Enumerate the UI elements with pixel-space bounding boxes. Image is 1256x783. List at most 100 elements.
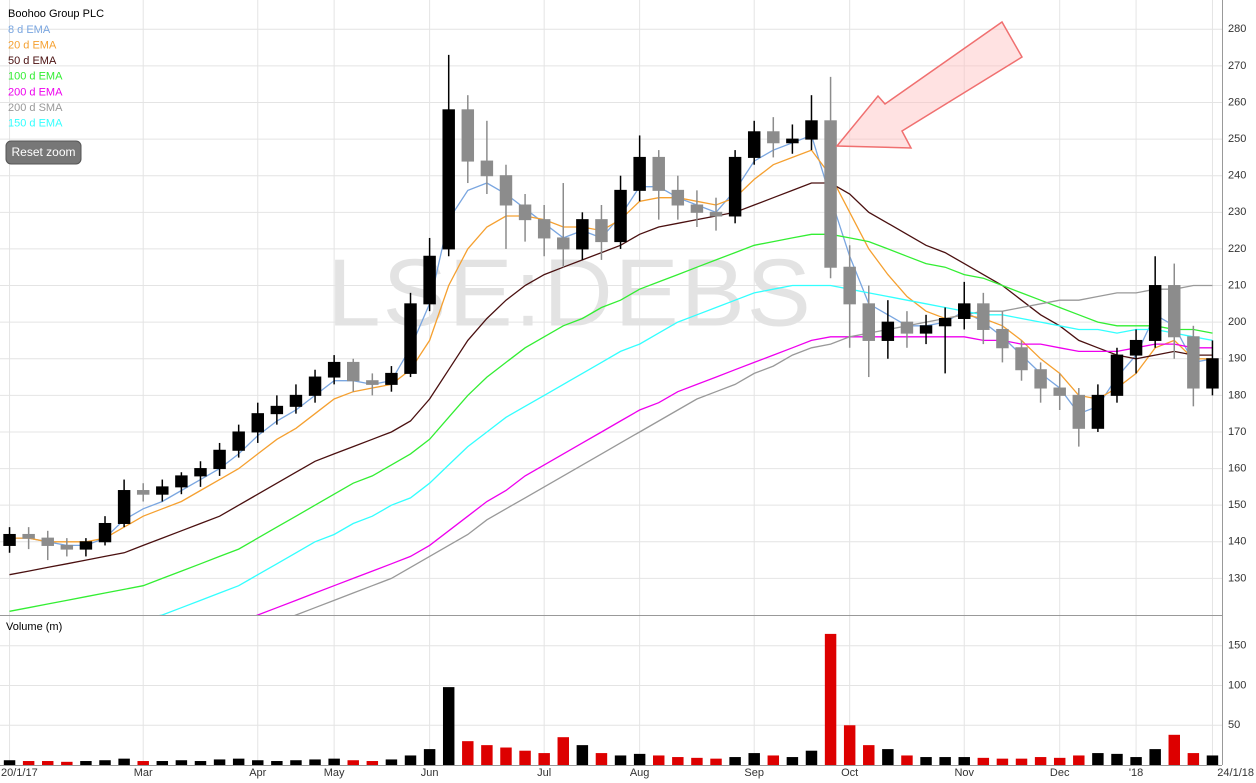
candle-body	[175, 475, 188, 488]
volume-bar	[824, 633, 837, 765]
candle-body	[1110, 354, 1124, 396]
candle-body	[709, 211, 723, 217]
x-tick-label: 20/1/17	[1, 767, 38, 779]
legend-entry: 200 d EMA	[8, 86, 63, 98]
y-tick-label: 170	[1228, 426, 1246, 438]
x-tick-label: Jul	[537, 767, 551, 779]
volume-bar	[958, 757, 970, 765]
y-tick-label: 280	[1228, 23, 1246, 35]
candle-body	[480, 160, 494, 177]
volume-bar	[710, 758, 722, 765]
legend-entry: 100 d EMA	[8, 71, 63, 83]
candle-body	[805, 120, 818, 140]
candle-body	[98, 522, 112, 543]
volume-bar	[118, 758, 130, 765]
candle-body	[690, 204, 704, 213]
candle-body	[1129, 339, 1143, 356]
annotation-arrow	[835, 20, 1024, 149]
ema-line	[294, 284, 1213, 615]
reset-zoom-bg[interactable]	[5, 140, 82, 165]
ema-line	[9, 233, 1213, 612]
volume-bar	[271, 761, 283, 765]
volume-bar	[748, 753, 760, 765]
volume-bar	[996, 758, 1009, 765]
volume-bar	[175, 760, 188, 765]
reset-zoom-label[interactable]: Reset zoom	[11, 145, 75, 159]
x-tick-label: Apr	[249, 767, 266, 779]
volume-bar	[691, 757, 703, 765]
candle-body	[996, 328, 1009, 349]
y-tick-label: 260	[1228, 96, 1246, 108]
candle-body	[919, 325, 933, 334]
candle-body	[843, 266, 856, 305]
candle-body	[22, 533, 35, 539]
candle-body	[60, 544, 74, 550]
y-tick-label: 270	[1228, 60, 1246, 72]
volume-bar	[290, 760, 302, 765]
volume-bar	[80, 761, 92, 765]
candle-body	[1015, 347, 1028, 371]
volume-bar	[1168, 734, 1180, 765]
y-tick-label: 210	[1228, 279, 1246, 291]
volume-bar	[309, 759, 321, 765]
candle-body	[576, 219, 589, 250]
ema-line	[9, 134, 1213, 547]
volume-bar	[194, 761, 207, 765]
volume-bar	[1187, 753, 1200, 765]
candle-body	[270, 405, 284, 415]
ema-line	[9, 182, 1213, 576]
candle-body	[1206, 358, 1219, 389]
y-tick-label: 240	[1228, 170, 1246, 182]
axes: 130 140 150 160 170 180 190 200 210 220 230 240 250 2…	[1, 23, 1254, 779]
y-tick-label: 130	[1228, 572, 1246, 584]
candle-body	[1053, 387, 1066, 396]
volume-bar	[1034, 757, 1047, 765]
legend-entry: 200 d SMA	[8, 102, 63, 114]
volume-bar	[977, 757, 990, 765]
candle-body	[671, 189, 685, 206]
volume-bar	[538, 753, 550, 765]
x-tick-label: Oct	[841, 767, 858, 779]
y-tick-label: 250	[1228, 133, 1246, 145]
y-tick-label: 150	[1228, 640, 1246, 652]
volume-bar	[614, 755, 627, 765]
watermark: LSE:DEBS	[327, 239, 813, 346]
candle-body	[327, 361, 341, 378]
legend-entry: 50 d EMA	[8, 55, 57, 67]
candle-body	[79, 541, 93, 550]
volume-bar	[805, 750, 818, 765]
candle-body	[289, 394, 303, 407]
chart-title: Boohoo Group PLC	[8, 8, 104, 20]
candle-body	[442, 109, 455, 250]
candle-body	[404, 303, 417, 374]
y-tick-label: 180	[1228, 389, 1246, 401]
reset-zoom-button[interactable]: Reset zoom	[5, 140, 82, 165]
candle-body	[1148, 285, 1162, 341]
volume-bar	[519, 750, 531, 765]
y-tick-label: 150	[1228, 499, 1246, 511]
volume-bar	[1092, 753, 1104, 765]
x-tick-label: Aug	[630, 767, 650, 779]
y-tick-label: 200	[1228, 316, 1246, 328]
x-tick-label: May	[324, 767, 345, 779]
candle-body	[499, 175, 513, 206]
ema-line	[9, 149, 1213, 543]
legend-entry: 150 d EMA	[8, 118, 63, 130]
volume-bar	[1073, 755, 1085, 765]
legend-entry: 20 d EMA	[8, 40, 57, 52]
volume-bar	[786, 757, 799, 765]
volume-bar	[61, 761, 73, 765]
candle-body	[633, 156, 646, 191]
volume-bar	[22, 761, 35, 765]
volume-bar	[843, 725, 856, 765]
candle-body	[385, 372, 398, 385]
volume-bar	[232, 758, 245, 765]
candle-body	[347, 361, 360, 382]
volume-bars	[3, 633, 1219, 765]
candle-body	[366, 380, 379, 385]
legend-entry: 8 d EMA	[8, 24, 51, 36]
volume-bar	[595, 753, 608, 765]
volume-bar	[137, 761, 149, 765]
